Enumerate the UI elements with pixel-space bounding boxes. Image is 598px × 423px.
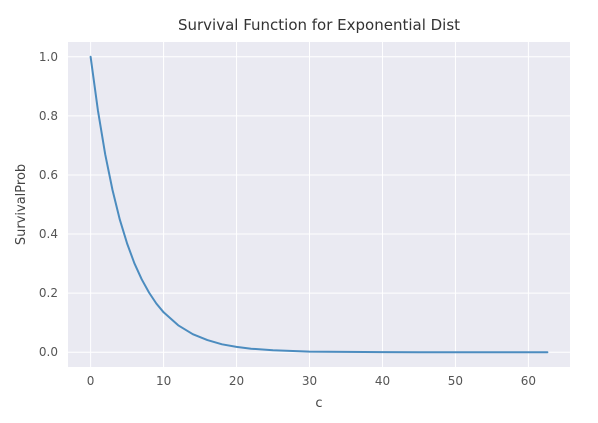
y-tick-label: 0.4 [39, 227, 58, 241]
x-tick-label: 30 [302, 374, 317, 388]
grid-lines [68, 42, 570, 367]
y-tick-label: 0.2 [39, 286, 58, 300]
x-tick-label: 10 [156, 374, 171, 388]
y-axis-label: SurvivalProb [14, 164, 29, 245]
plot-area [68, 42, 570, 367]
y-tick-label: 0.6 [39, 168, 58, 182]
x-tick-label: 0 [87, 374, 95, 388]
chart-title: Survival Function for Exponential Dist [178, 16, 460, 34]
x-tick-label: 50 [448, 374, 463, 388]
x-axis-label: c [315, 396, 322, 411]
x-tick-label: 40 [375, 374, 390, 388]
survival-line [89, 55, 549, 354]
y-tick-label: 0.8 [39, 109, 58, 123]
x-tick-labels: 0 10 20 30 40 50 60 [87, 374, 536, 388]
x-tick-label: 20 [229, 374, 244, 388]
x-tick-label: 60 [521, 374, 536, 388]
y-tick-labels: 0.0 0.2 0.4 0.6 0.8 1.0 [39, 50, 58, 359]
series-group [89, 55, 549, 354]
y-tick-label: 0.0 [39, 345, 58, 359]
y-tick-label: 1.0 [39, 50, 58, 64]
